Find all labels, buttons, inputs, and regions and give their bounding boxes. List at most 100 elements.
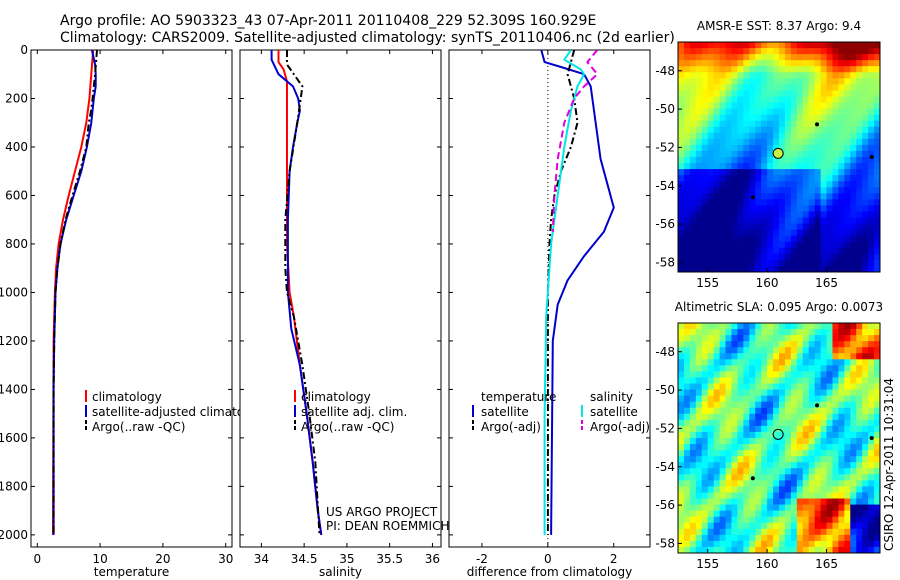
map-cell [683, 395, 691, 403]
map-cell [743, 498, 750, 506]
map-cell [832, 211, 840, 219]
map-cell [689, 444, 697, 451]
map-cell [874, 323, 880, 330]
map-cell [689, 66, 697, 73]
map-cell [737, 66, 744, 73]
map-cell [838, 431, 845, 439]
map-cell [773, 335, 780, 342]
map-cell [820, 96, 828, 104]
map-cell [731, 444, 739, 451]
map-cell [695, 163, 703, 170]
map-cell [790, 431, 798, 439]
map-cell [862, 84, 869, 92]
map-cell [707, 456, 715, 463]
map-cell [844, 235, 851, 243]
map-cell [862, 150, 869, 158]
map-cell [773, 438, 780, 445]
map-cell [874, 144, 880, 152]
map-cell [767, 395, 774, 403]
map-cell [737, 347, 744, 354]
map-cell [820, 540, 828, 548]
map-cell [826, 66, 834, 73]
map-cell [749, 90, 756, 98]
map-cell [725, 450, 733, 457]
map-cell [773, 377, 780, 385]
map-cell [874, 329, 880, 336]
map-cell [790, 329, 798, 336]
map-cell [844, 359, 851, 366]
map-cell [796, 438, 804, 445]
map-cell [767, 132, 774, 140]
map-cell [767, 335, 774, 342]
map-cell [802, 241, 810, 249]
map-cell [814, 193, 822, 200]
map-cell [731, 528, 739, 536]
map-cell [862, 456, 869, 463]
map-cell [755, 359, 762, 366]
map-cell [779, 102, 786, 110]
map-cell [678, 510, 685, 518]
map-cell [856, 223, 863, 231]
map-cell [850, 78, 857, 85]
map-cell [749, 114, 756, 122]
map-cell [808, 211, 816, 219]
map-cell [850, 480, 857, 488]
map-cell [868, 516, 875, 524]
map-cell [719, 468, 727, 475]
map-cell [701, 114, 709, 122]
map-cell [784, 468, 792, 475]
temperature-xtick-label: 20 [155, 552, 170, 566]
map-cell [838, 211, 845, 219]
map-cell [868, 522, 875, 530]
map-cell [784, 150, 792, 158]
map-cell [755, 468, 762, 475]
map-cell [802, 492, 810, 500]
map-cell [695, 60, 703, 67]
map-cell [737, 126, 744, 134]
map-cell [737, 132, 744, 140]
map-cell [832, 486, 840, 494]
sst-map-raster [678, 42, 880, 272]
map-cell [832, 534, 840, 542]
map-cell [820, 157, 828, 164]
map-cell [689, 359, 697, 366]
map-ytick-label: -48 [655, 64, 675, 78]
map-cell [874, 431, 880, 439]
map-cell [689, 431, 697, 439]
map-cell [838, 365, 845, 373]
map-cell [731, 468, 739, 475]
map-cell [856, 504, 863, 512]
map-cell [832, 474, 840, 481]
map-cell [749, 425, 756, 433]
map-cell [838, 175, 845, 182]
map-cell [814, 407, 822, 415]
map-cell [868, 347, 875, 354]
map-cell [832, 229, 840, 237]
map-cell [790, 138, 798, 146]
map-cell [814, 54, 822, 61]
map-cell [689, 138, 697, 146]
map-cell [767, 253, 774, 261]
map-cell [767, 347, 774, 354]
map-cell [701, 108, 709, 116]
map-cell [755, 438, 762, 445]
map-cell [737, 84, 744, 92]
map-cell [802, 108, 810, 116]
map-cell [678, 229, 685, 237]
map-cell [850, 247, 857, 255]
map-cell [868, 341, 875, 348]
map-cell [779, 181, 786, 188]
map-cell [802, 126, 810, 134]
map-cell [761, 54, 768, 61]
map-cell [689, 265, 697, 272]
salinity-xtick-label: 35 [339, 552, 354, 566]
map-cell [683, 504, 691, 512]
map-cell [743, 265, 750, 272]
map-cell [755, 175, 762, 182]
map-cell [868, 259, 875, 267]
map-cell [862, 329, 869, 336]
map-cell [868, 534, 875, 542]
map-cell [737, 377, 744, 385]
map-cell [761, 169, 768, 176]
map-cell [796, 540, 804, 548]
